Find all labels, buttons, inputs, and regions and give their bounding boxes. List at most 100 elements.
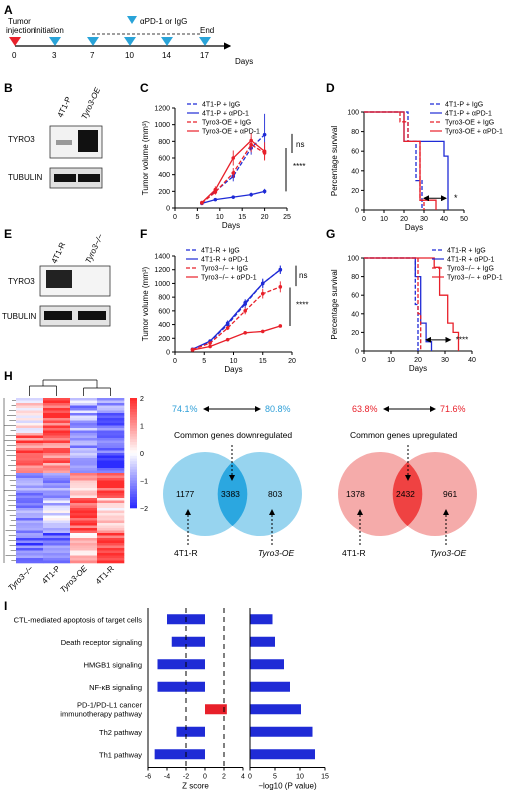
heatmap-cell [16, 433, 44, 436]
heatmap-cell [16, 488, 44, 491]
color-scale-step [130, 442, 137, 446]
heatmap-cell [16, 428, 44, 431]
pathway-label: CTL-mediated apoptosis of target cells [14, 615, 143, 624]
survival-curve [364, 111, 449, 210]
heatmap-cell [43, 428, 71, 431]
treatment-marker-17 [199, 37, 211, 46]
color-scale-step [130, 400, 137, 404]
heatmap-cell [70, 485, 98, 489]
heatmap-cell [70, 418, 98, 421]
color-scale-step [130, 414, 137, 418]
heatmap-cell [70, 458, 98, 461]
heatmap-cell [16, 398, 44, 401]
blot-band [78, 130, 98, 152]
y-tick-label: 800 [158, 139, 170, 146]
heatmap-cell [70, 400, 98, 404]
heatmap-cell [16, 440, 44, 444]
up-count-left: 1378 [346, 489, 365, 499]
heatmap-cell [16, 403, 44, 406]
y-tick-label: 1200 [154, 106, 170, 113]
heatmap-cell [97, 545, 125, 549]
heatmap-cell [16, 495, 44, 499]
x-tick-label: 20 [400, 216, 408, 223]
x-tick-label: 20 [261, 214, 269, 221]
heatmap-cell [97, 430, 125, 434]
legend-label: 4T1-P + αPD-1 [202, 111, 249, 118]
data-point [231, 156, 236, 160]
heatmap-cell [97, 440, 125, 444]
legend-label: Tyro3-OE + IgG [202, 120, 251, 127]
pvalue-bar [250, 636, 275, 647]
y-axis-label: Tumor volume (mm³) [141, 120, 150, 195]
heatmap-cell [97, 448, 125, 451]
color-scale-step [130, 483, 137, 487]
x-tick-label: 0 [173, 358, 177, 365]
heatmap-cell [70, 425, 98, 429]
color-scale-step [130, 450, 137, 454]
pvalue-bar [250, 681, 290, 692]
heatmap-cell [43, 410, 71, 414]
heatmap-column-label: 4T1-R [94, 564, 116, 586]
heatmap-cell [43, 408, 71, 411]
heatmap-cell [97, 460, 125, 464]
y-tick-label: 600 [158, 308, 170, 315]
survival-chart-d: 0 10 20 30 40 50 0 20 40 60 80 100 Days Percentage su… [330, 102, 503, 233]
down-pct-right: 80.8% [265, 404, 291, 414]
panel-label-f: F [140, 227, 147, 241]
significance-label: **** [296, 300, 308, 309]
heatmap-cell [43, 438, 71, 441]
pathway-bar-charts: CTL-mediated apoptosis of target cells De… [14, 608, 329, 791]
heatmap-cell [43, 425, 71, 429]
color-scale-step [130, 436, 137, 440]
heatmap-cell [97, 415, 125, 419]
color-scale-step [130, 398, 137, 402]
heatmap-cell [70, 553, 98, 556]
row-label: TUBULIN [8, 173, 42, 182]
heatmap-cell [43, 530, 71, 534]
pathway-label: immunotherapy pathway [60, 709, 142, 718]
pathway-label: HMGB1 signaling [84, 660, 142, 669]
heatmap-cell [70, 468, 98, 471]
dendrogram [3, 379, 111, 563]
heatmap-cell [16, 538, 44, 541]
heatmap-cell [97, 488, 125, 491]
panel-label-i: I [4, 599, 7, 613]
blot-band [78, 174, 100, 182]
heatmap-cell [97, 550, 125, 554]
heatmap-cell [16, 425, 44, 429]
heatmap-cell [16, 510, 44, 514]
tumor-injection-label-2: injection [6, 26, 35, 35]
heatmap-cell [97, 423, 125, 426]
heatmap-cell [70, 443, 98, 446]
lane-label: 4T1-R [50, 241, 68, 265]
color-scale-step [130, 461, 137, 465]
heatmap-cell [16, 410, 44, 414]
x-tick-label: 15 [259, 358, 267, 365]
legend-label: 4T1-R + IgG [201, 248, 240, 255]
heatmap-cell [43, 433, 71, 436]
lane-label: 4T1-P [56, 95, 73, 119]
heatmap-cell [43, 443, 71, 446]
heatmap-cell [43, 498, 71, 501]
heatmap-cell [70, 543, 98, 546]
y-tick-label: 400 [158, 322, 170, 329]
lane-label: Tyro3-OE [80, 86, 103, 121]
row-label: TYRO3 [8, 277, 35, 286]
heatmap-cell [16, 435, 44, 439]
series-line [192, 286, 281, 351]
heatmap-cell [97, 398, 125, 401]
treatment-legend-label: αPD-1 or IgG [140, 17, 187, 26]
data-point [231, 195, 236, 199]
y-tick-label: 200 [158, 336, 170, 343]
row-label: TYRO3 [8, 135, 35, 144]
significance-label: * [454, 193, 458, 203]
heatmap-cell [70, 558, 98, 561]
heatmap-cell [70, 430, 98, 434]
heatmap-cell [97, 533, 125, 536]
color-scale-step [130, 417, 137, 421]
venn-panel: 74.1% 80.8% 63.8% 71.6% Common genes dow… [163, 404, 477, 558]
heatmap-cell [97, 528, 125, 531]
legend-label: 4T1-R + IgG [447, 248, 486, 255]
heatmap-cell [97, 518, 125, 521]
